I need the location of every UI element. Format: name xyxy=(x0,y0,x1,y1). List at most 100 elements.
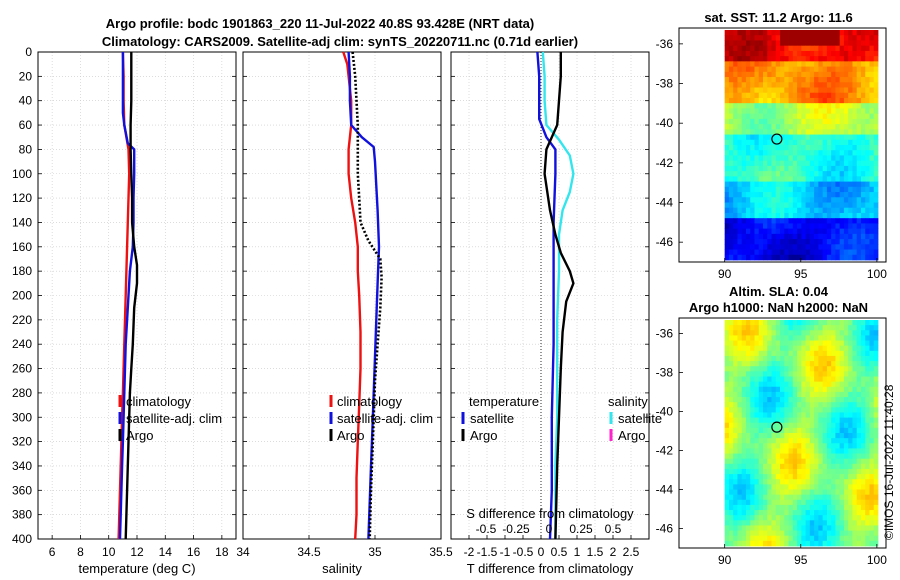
map-cell xyxy=(852,30,858,36)
map-cell xyxy=(873,35,879,41)
map-cell xyxy=(814,249,819,256)
map-cell xyxy=(814,530,819,537)
map-cell xyxy=(805,366,811,372)
map-cell xyxy=(724,376,730,383)
map-cell xyxy=(843,361,849,367)
map-cell xyxy=(814,165,819,172)
map-cell xyxy=(865,150,870,156)
map-cell xyxy=(788,66,794,73)
map-cell xyxy=(784,212,789,219)
map-cell xyxy=(835,397,841,403)
legend-label: climatology xyxy=(337,394,403,409)
map-cell xyxy=(860,412,866,418)
map-cell xyxy=(780,350,785,357)
map-cell xyxy=(750,453,755,460)
x-tick-label: 1 xyxy=(574,545,581,559)
map-cell xyxy=(852,150,858,156)
map-cell xyxy=(775,82,781,88)
map-cell xyxy=(805,433,811,439)
map-cell xyxy=(835,97,841,104)
map-cell xyxy=(843,61,849,67)
map-cell xyxy=(835,515,841,521)
map-cell xyxy=(801,192,806,198)
map-cell xyxy=(745,35,751,41)
map-cell xyxy=(797,510,802,516)
map-cell xyxy=(758,254,764,261)
map-cell xyxy=(780,249,785,256)
map-cell xyxy=(809,510,815,516)
map-cell xyxy=(771,202,777,209)
map-cell xyxy=(814,417,819,424)
map-cell xyxy=(737,499,743,506)
map-cell xyxy=(856,97,862,104)
map-cell xyxy=(805,468,811,475)
map-cell xyxy=(741,407,747,413)
map-cell xyxy=(860,181,866,188)
map-cell xyxy=(737,129,743,135)
map-cell xyxy=(831,218,836,224)
map-x-tick-label: 100 xyxy=(867,267,887,281)
map-cell xyxy=(741,181,747,188)
map-cell xyxy=(792,325,798,331)
map-cell xyxy=(831,402,836,408)
map-cell xyxy=(758,66,764,73)
map-cell xyxy=(797,340,802,347)
map-cell xyxy=(826,361,832,367)
map-cell xyxy=(848,160,853,167)
y-tick-label: 320 xyxy=(12,435,32,449)
map-cell xyxy=(852,345,858,352)
map-cell xyxy=(856,458,862,465)
map-cell xyxy=(814,504,819,511)
map-cell xyxy=(771,355,777,362)
map-cell xyxy=(818,397,824,403)
map-cell xyxy=(758,197,764,203)
map-cell xyxy=(733,82,738,88)
map-cell xyxy=(758,249,764,256)
map-cell xyxy=(767,87,772,94)
map-cell xyxy=(839,40,845,47)
map-cell xyxy=(733,176,738,182)
map-cell xyxy=(818,489,824,496)
map-cell xyxy=(848,155,853,162)
map-cell xyxy=(852,50,858,57)
map-cell xyxy=(792,402,798,408)
map-cell xyxy=(728,376,734,383)
map-cell xyxy=(856,103,862,109)
map-cell xyxy=(822,438,828,444)
map-cell xyxy=(873,218,879,224)
map-cell xyxy=(797,181,802,188)
map-cell xyxy=(750,207,755,214)
map-cell xyxy=(831,510,836,516)
map-cell xyxy=(839,108,845,115)
map-cell xyxy=(860,407,866,413)
map-cell xyxy=(737,139,743,146)
map-cell xyxy=(737,468,743,475)
map-cell xyxy=(758,171,764,177)
map-cell xyxy=(737,458,743,465)
map-cell xyxy=(814,124,819,130)
map-cell xyxy=(873,540,879,547)
map-cell xyxy=(775,412,781,418)
map-cell xyxy=(814,453,819,460)
map-cell xyxy=(792,113,798,120)
map-cell xyxy=(852,165,858,172)
map-cell xyxy=(809,499,815,506)
map-cell xyxy=(860,361,866,367)
map-cell xyxy=(797,371,802,377)
map-cell xyxy=(865,433,870,439)
map-cell xyxy=(839,335,845,341)
map-cell xyxy=(839,165,845,172)
map-cell xyxy=(754,129,760,135)
map-cell xyxy=(839,412,845,418)
map-cell xyxy=(848,77,853,83)
map-cell xyxy=(763,40,768,47)
map-cell xyxy=(805,165,811,172)
map-cell xyxy=(873,355,879,362)
map-cell xyxy=(780,145,785,151)
map-cell xyxy=(848,202,853,209)
map-cell xyxy=(814,340,819,347)
map-cell xyxy=(826,525,832,531)
map-cell xyxy=(745,525,751,531)
map-cell xyxy=(784,181,789,188)
map-cell xyxy=(843,223,849,230)
